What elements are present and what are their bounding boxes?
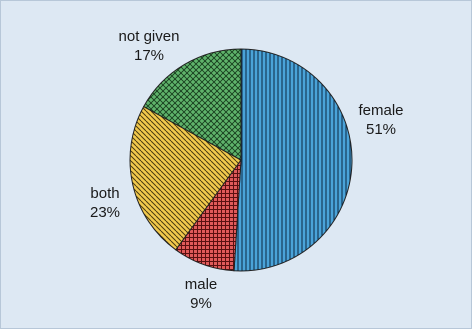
slice-label-both: both [90,185,119,202]
pie-slice-not-given [143,48,242,161]
slice-value-female: 51% [366,121,396,138]
slice-value-male: 9% [190,295,212,312]
slice-value-both: 23% [90,204,120,221]
slice-value-not-given: 17% [134,47,164,64]
slice-label-male: male [185,276,218,293]
slice-label-not-given: not given [119,28,180,45]
pie-slice-female [233,48,353,272]
slice-label-female: female [358,102,403,119]
pie-slice-both [129,105,242,251]
